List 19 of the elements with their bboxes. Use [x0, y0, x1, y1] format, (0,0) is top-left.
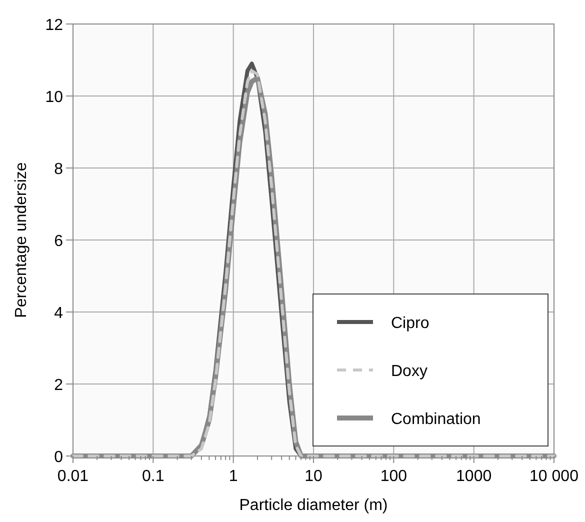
y-tick-label: 2 — [54, 377, 64, 394]
y-tick-label: 6 — [54, 233, 64, 250]
y-tick-label: 0 — [54, 449, 64, 466]
x-tick-label: 0.1 — [142, 468, 164, 485]
x-tick-label: 1000 — [456, 468, 492, 485]
y-axis-title: Percentage undersize — [13, 162, 30, 318]
x-tick-label: 10 000 — [530, 468, 579, 485]
legend-label: Doxy — [391, 363, 428, 380]
x-tick-label: 0.01 — [57, 468, 89, 485]
x-axis-title: Particle diameter (m) — [239, 497, 388, 514]
x-tick-label: 100 — [380, 468, 408, 485]
y-tick-label: 10 — [45, 89, 64, 106]
x-tick-label: 10 — [304, 468, 322, 485]
y-tick-label: 4 — [54, 305, 64, 322]
legend-label: Combination — [391, 411, 481, 428]
y-tick-label: 8 — [54, 161, 64, 178]
x-tick-label: 1 — [228, 468, 238, 485]
legend-label: Cipro — [391, 315, 430, 332]
y-tick-label: 12 — [45, 17, 64, 34]
